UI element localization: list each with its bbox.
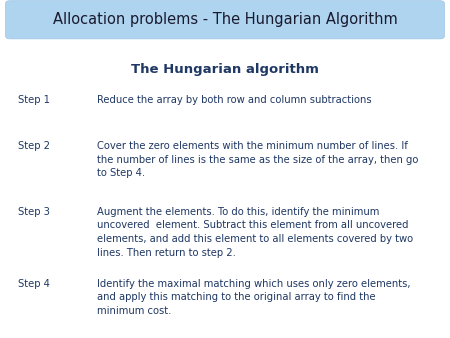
Text: Step 4: Step 4: [18, 279, 50, 289]
Text: Allocation problems - The Hungarian Algorithm: Allocation problems - The Hungarian Algo…: [53, 12, 397, 27]
FancyBboxPatch shape: [5, 1, 445, 39]
Text: Cover the zero elements with the minimum number of lines. If
the number of lines: Cover the zero elements with the minimum…: [97, 141, 418, 178]
Text: Step 1: Step 1: [18, 95, 50, 105]
Text: Augment the elements. To do this, identify the minimum
uncovered  element. Subtr: Augment the elements. To do this, identi…: [97, 207, 413, 258]
Text: Identify the maximal matching which uses only zero elements,
and apply this matc: Identify the maximal matching which uses…: [97, 279, 410, 316]
Text: Step 3: Step 3: [18, 207, 50, 217]
Text: Step 2: Step 2: [18, 141, 50, 151]
Text: The Hungarian algorithm: The Hungarian algorithm: [131, 63, 319, 75]
Text: Reduce the array by both row and column subtractions: Reduce the array by both row and column …: [97, 95, 371, 105]
